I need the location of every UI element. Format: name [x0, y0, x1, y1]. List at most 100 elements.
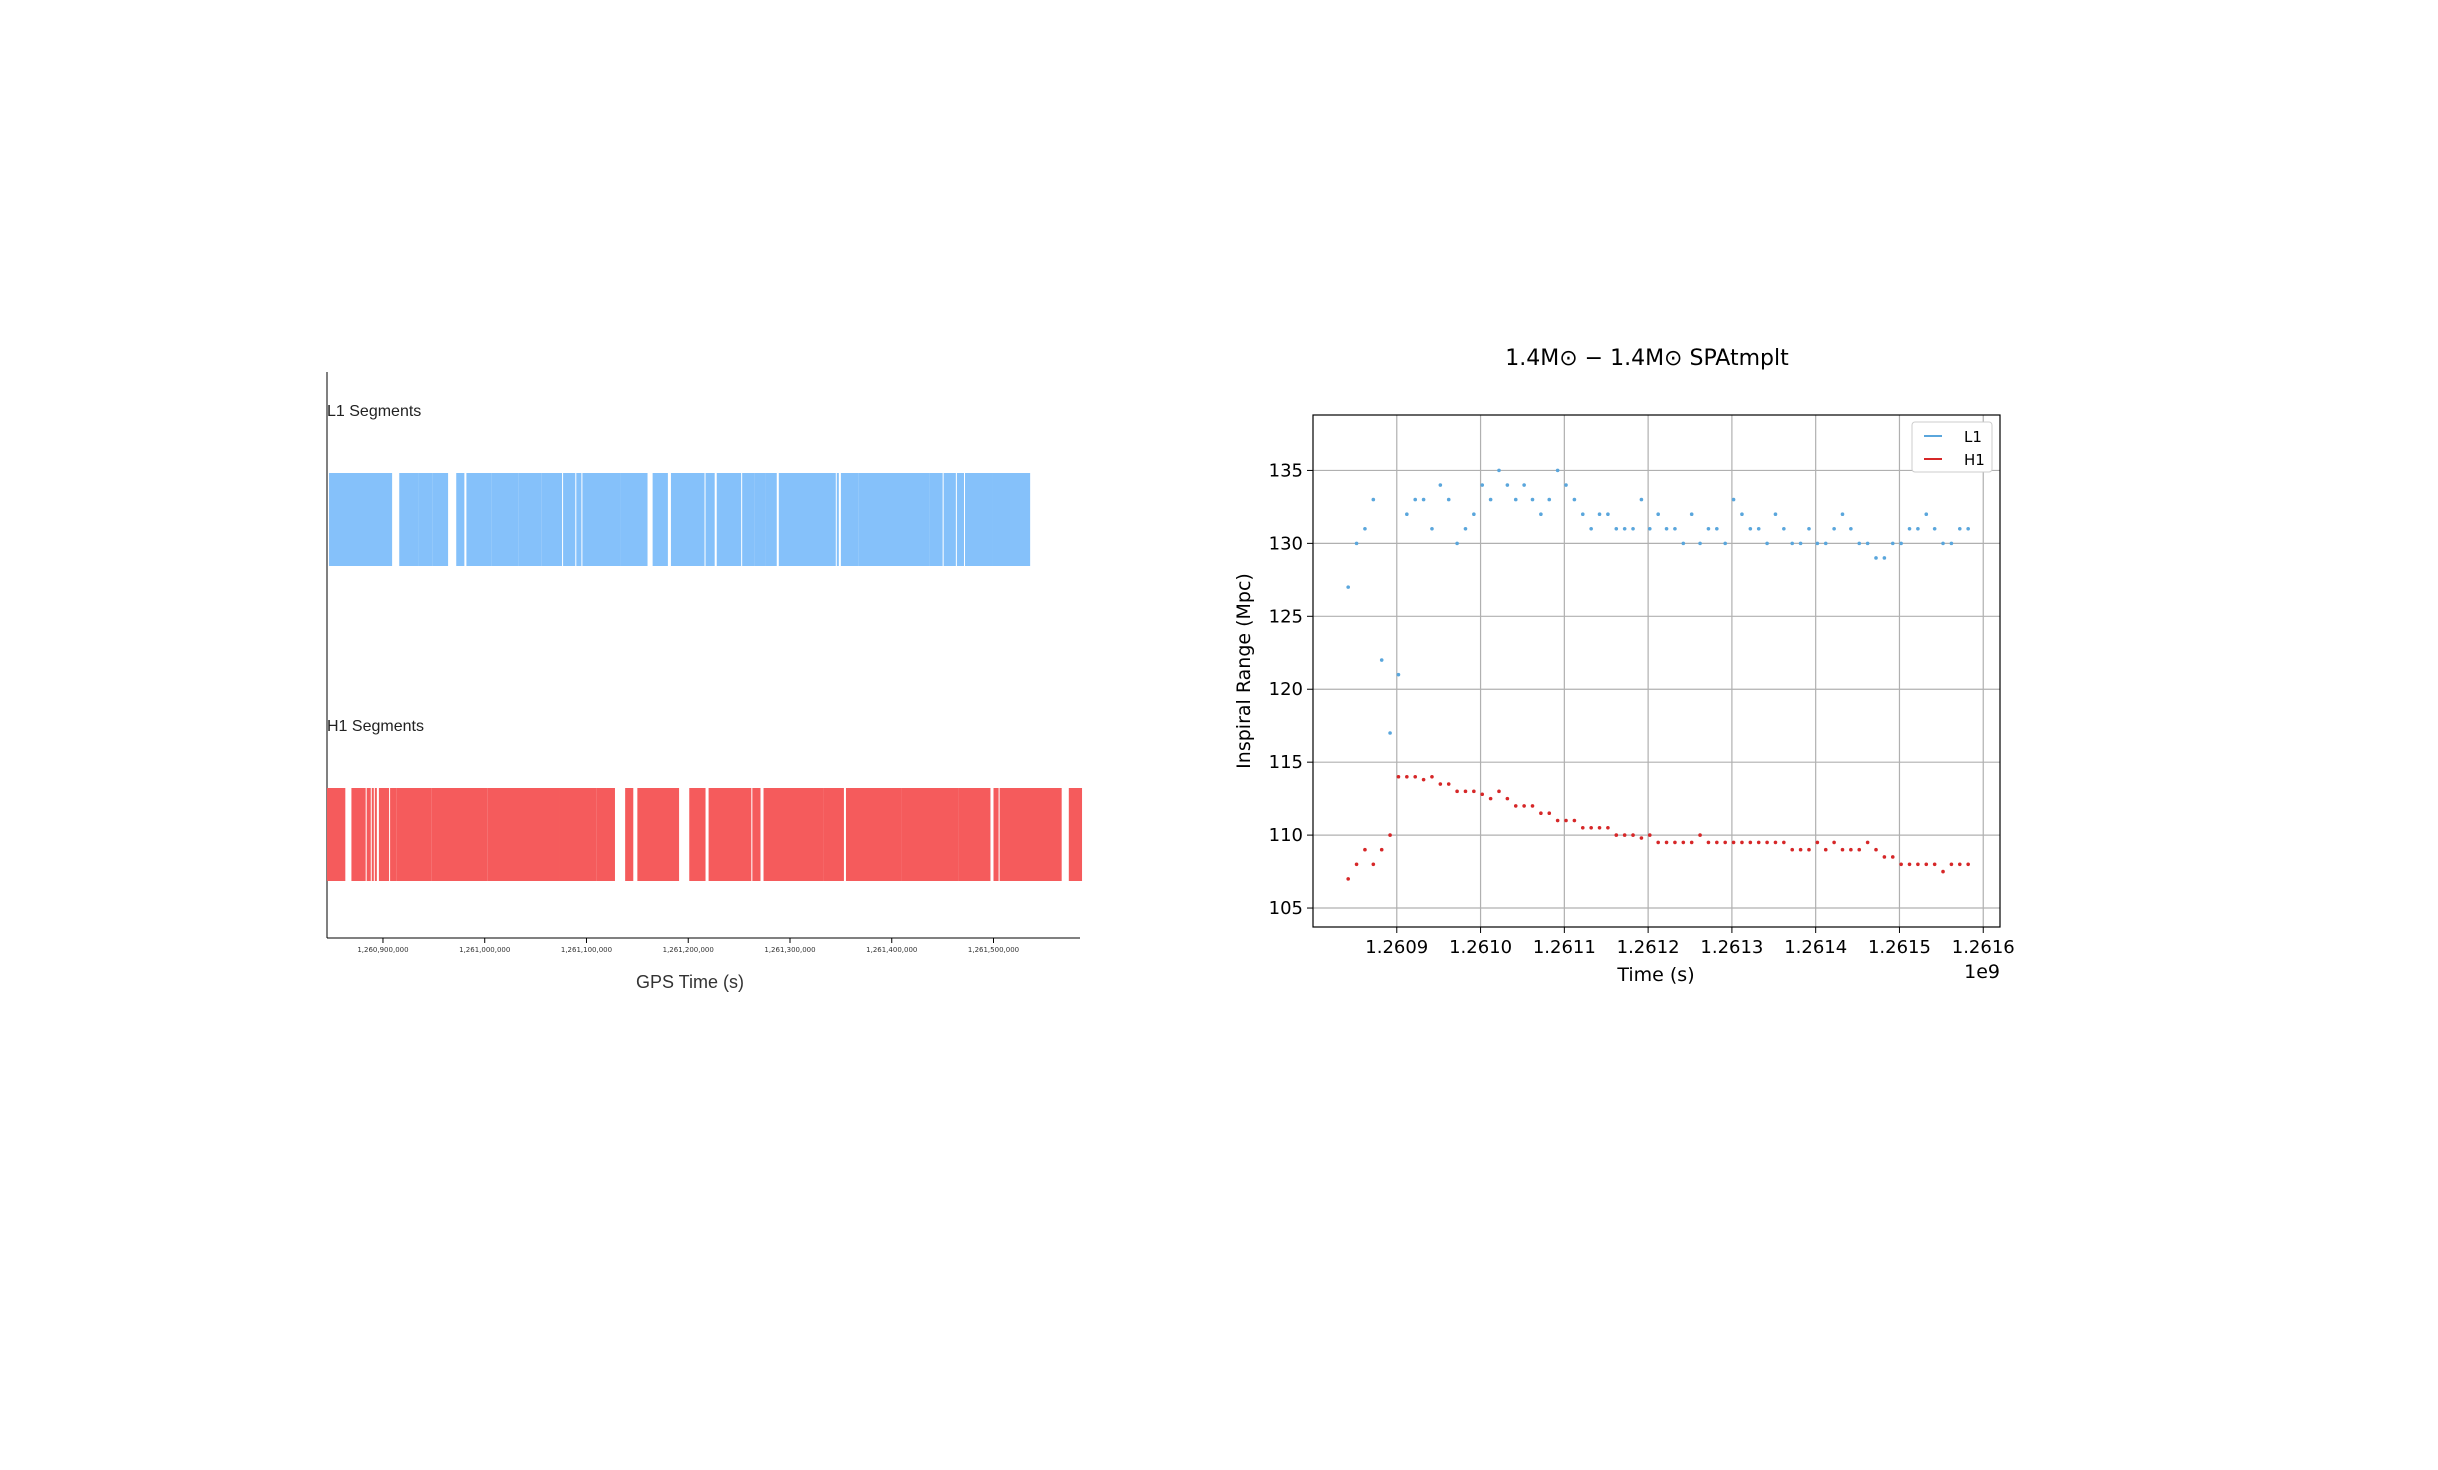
h1-data-point [1698, 833, 1702, 837]
l1-data-point [1379, 658, 1384, 662]
y-tick-label: 115 [1269, 752, 1303, 773]
l1-data-point [1681, 541, 1686, 546]
l1-data-point [1840, 512, 1845, 516]
h1-data-point [1572, 818, 1577, 823]
l1-segment [943, 473, 956, 566]
x-tick-label: 1,261,500,000 [968, 946, 1019, 954]
l1-data-point [1689, 512, 1694, 516]
l1-data-point [1647, 526, 1652, 531]
l1-data-point [1865, 541, 1870, 546]
l1-data-point [1932, 526, 1937, 531]
segments-chart-svg: L1 Segments H1 Segments 1,260,900,000 1,2… [326, 372, 1083, 992]
l1-data-point [1849, 526, 1853, 531]
h1-data-point [1430, 774, 1434, 779]
l1-segment [432, 473, 449, 566]
y-tick-label: 125 [1269, 606, 1303, 627]
inspiral-range-chart-svg: 1.4M⊙ − 1.4M⊙ SPAtmplt 1.2609 1.2610 1.261… [1233, 346, 2015, 986]
l1-data-point [1463, 526, 1468, 531]
l1-data-point [1899, 541, 1903, 546]
l1-data-point [1455, 541, 1459, 546]
y-tick-label: 135 [1269, 460, 1303, 481]
h1-data-point [1874, 847, 1878, 852]
segments-chart: L1 Segments H1 Segments 1,260,900,000 1,2… [300, 360, 1100, 1000]
l1-data-point [1907, 526, 1912, 531]
y-tick-label: 120 [1269, 679, 1303, 700]
h1-data-point [1790, 847, 1795, 852]
h1-data-point [1438, 782, 1443, 786]
l1-data-point [1405, 512, 1409, 516]
l1-segments-series [329, 473, 1031, 566]
h1-segment [993, 788, 999, 881]
legend-l1-label: L1 [1964, 428, 1982, 446]
l1-data-point [1874, 556, 1878, 560]
h1-data-point [1907, 862, 1912, 867]
l1-data-point [1782, 526, 1786, 531]
l1-data-point [1472, 512, 1476, 516]
y-ticks: 105 110 115 120 125 130 135 [1269, 460, 1313, 919]
grid-lines [1313, 415, 2000, 927]
h1-data-point [1396, 774, 1401, 779]
x-tick-label: 1.2613 [1700, 937, 1763, 958]
h1-data-point [1840, 847, 1845, 852]
h1-data-point [1497, 789, 1501, 794]
x-axis-label: Time (s) [1616, 964, 1694, 986]
l1-data-point [1522, 483, 1526, 487]
l1-data-point [1589, 526, 1593, 531]
l1-data-point [1723, 541, 1727, 546]
l1-segment [765, 473, 777, 566]
l1-data-point [1413, 497, 1418, 502]
l1-segment [620, 473, 648, 566]
l1-data-point [1396, 672, 1401, 677]
h1-data-point [1379, 847, 1384, 852]
h1-data-point [1488, 796, 1493, 801]
h1-data-point [1740, 840, 1744, 845]
h1-data-point [1748, 840, 1753, 845]
l1-data-point [1715, 526, 1719, 531]
l1-data-point [1790, 541, 1795, 546]
l1-data-point [1698, 541, 1702, 546]
l1-data-point [1488, 497, 1493, 502]
l1-segment [399, 473, 419, 566]
h1-data-point [1765, 840, 1769, 845]
x-tick-label: 1.2612 [1617, 937, 1680, 958]
l1-segment [670, 473, 705, 566]
h1-data-point [1957, 862, 1962, 867]
l1-data-point [1371, 497, 1376, 502]
l1-segment [836, 473, 839, 566]
l1-data-point [1480, 483, 1485, 487]
l1-segment [705, 473, 715, 566]
h1-data-point [1798, 847, 1803, 852]
h1-segment [351, 788, 366, 881]
l1-segment [956, 473, 964, 566]
l1-segment [754, 473, 766, 566]
h1-data-point [1614, 833, 1619, 837]
h1-data-point [1530, 804, 1535, 808]
x-tick-label: 1.2614 [1784, 937, 1847, 958]
l1-data-point [1505, 483, 1510, 487]
l1-data-point [1639, 497, 1644, 502]
h1-segment [845, 788, 902, 881]
h1-data-point [1807, 847, 1811, 852]
l1-data-point [1673, 526, 1677, 531]
h1-data-point [1631, 833, 1635, 837]
l1-segment [582, 473, 621, 566]
h1-segment [999, 788, 1062, 881]
h1-segment [396, 788, 432, 881]
h1-data-point [1472, 789, 1476, 794]
l1-data-point [1622, 526, 1627, 531]
l1-data-point [1731, 497, 1736, 502]
h1-data-point [1924, 862, 1929, 867]
l1-data-point [1597, 512, 1602, 516]
h1-data-point [1723, 840, 1727, 845]
h1-segment [763, 788, 824, 881]
h1-data-point [1513, 804, 1518, 808]
h1-segment [327, 788, 346, 881]
x-tick-label: 1,260,900,000 [357, 946, 408, 954]
l1-data-point [1497, 468, 1501, 473]
segments-x-axis-label: GPS Time (s) [636, 972, 744, 992]
l1-data-point [1857, 541, 1862, 546]
h1-data-point [1622, 833, 1627, 837]
y-tick-label: 105 [1269, 898, 1303, 919]
x-tick-label: 1,261,400,000 [866, 946, 917, 954]
l1-segment [563, 473, 576, 566]
